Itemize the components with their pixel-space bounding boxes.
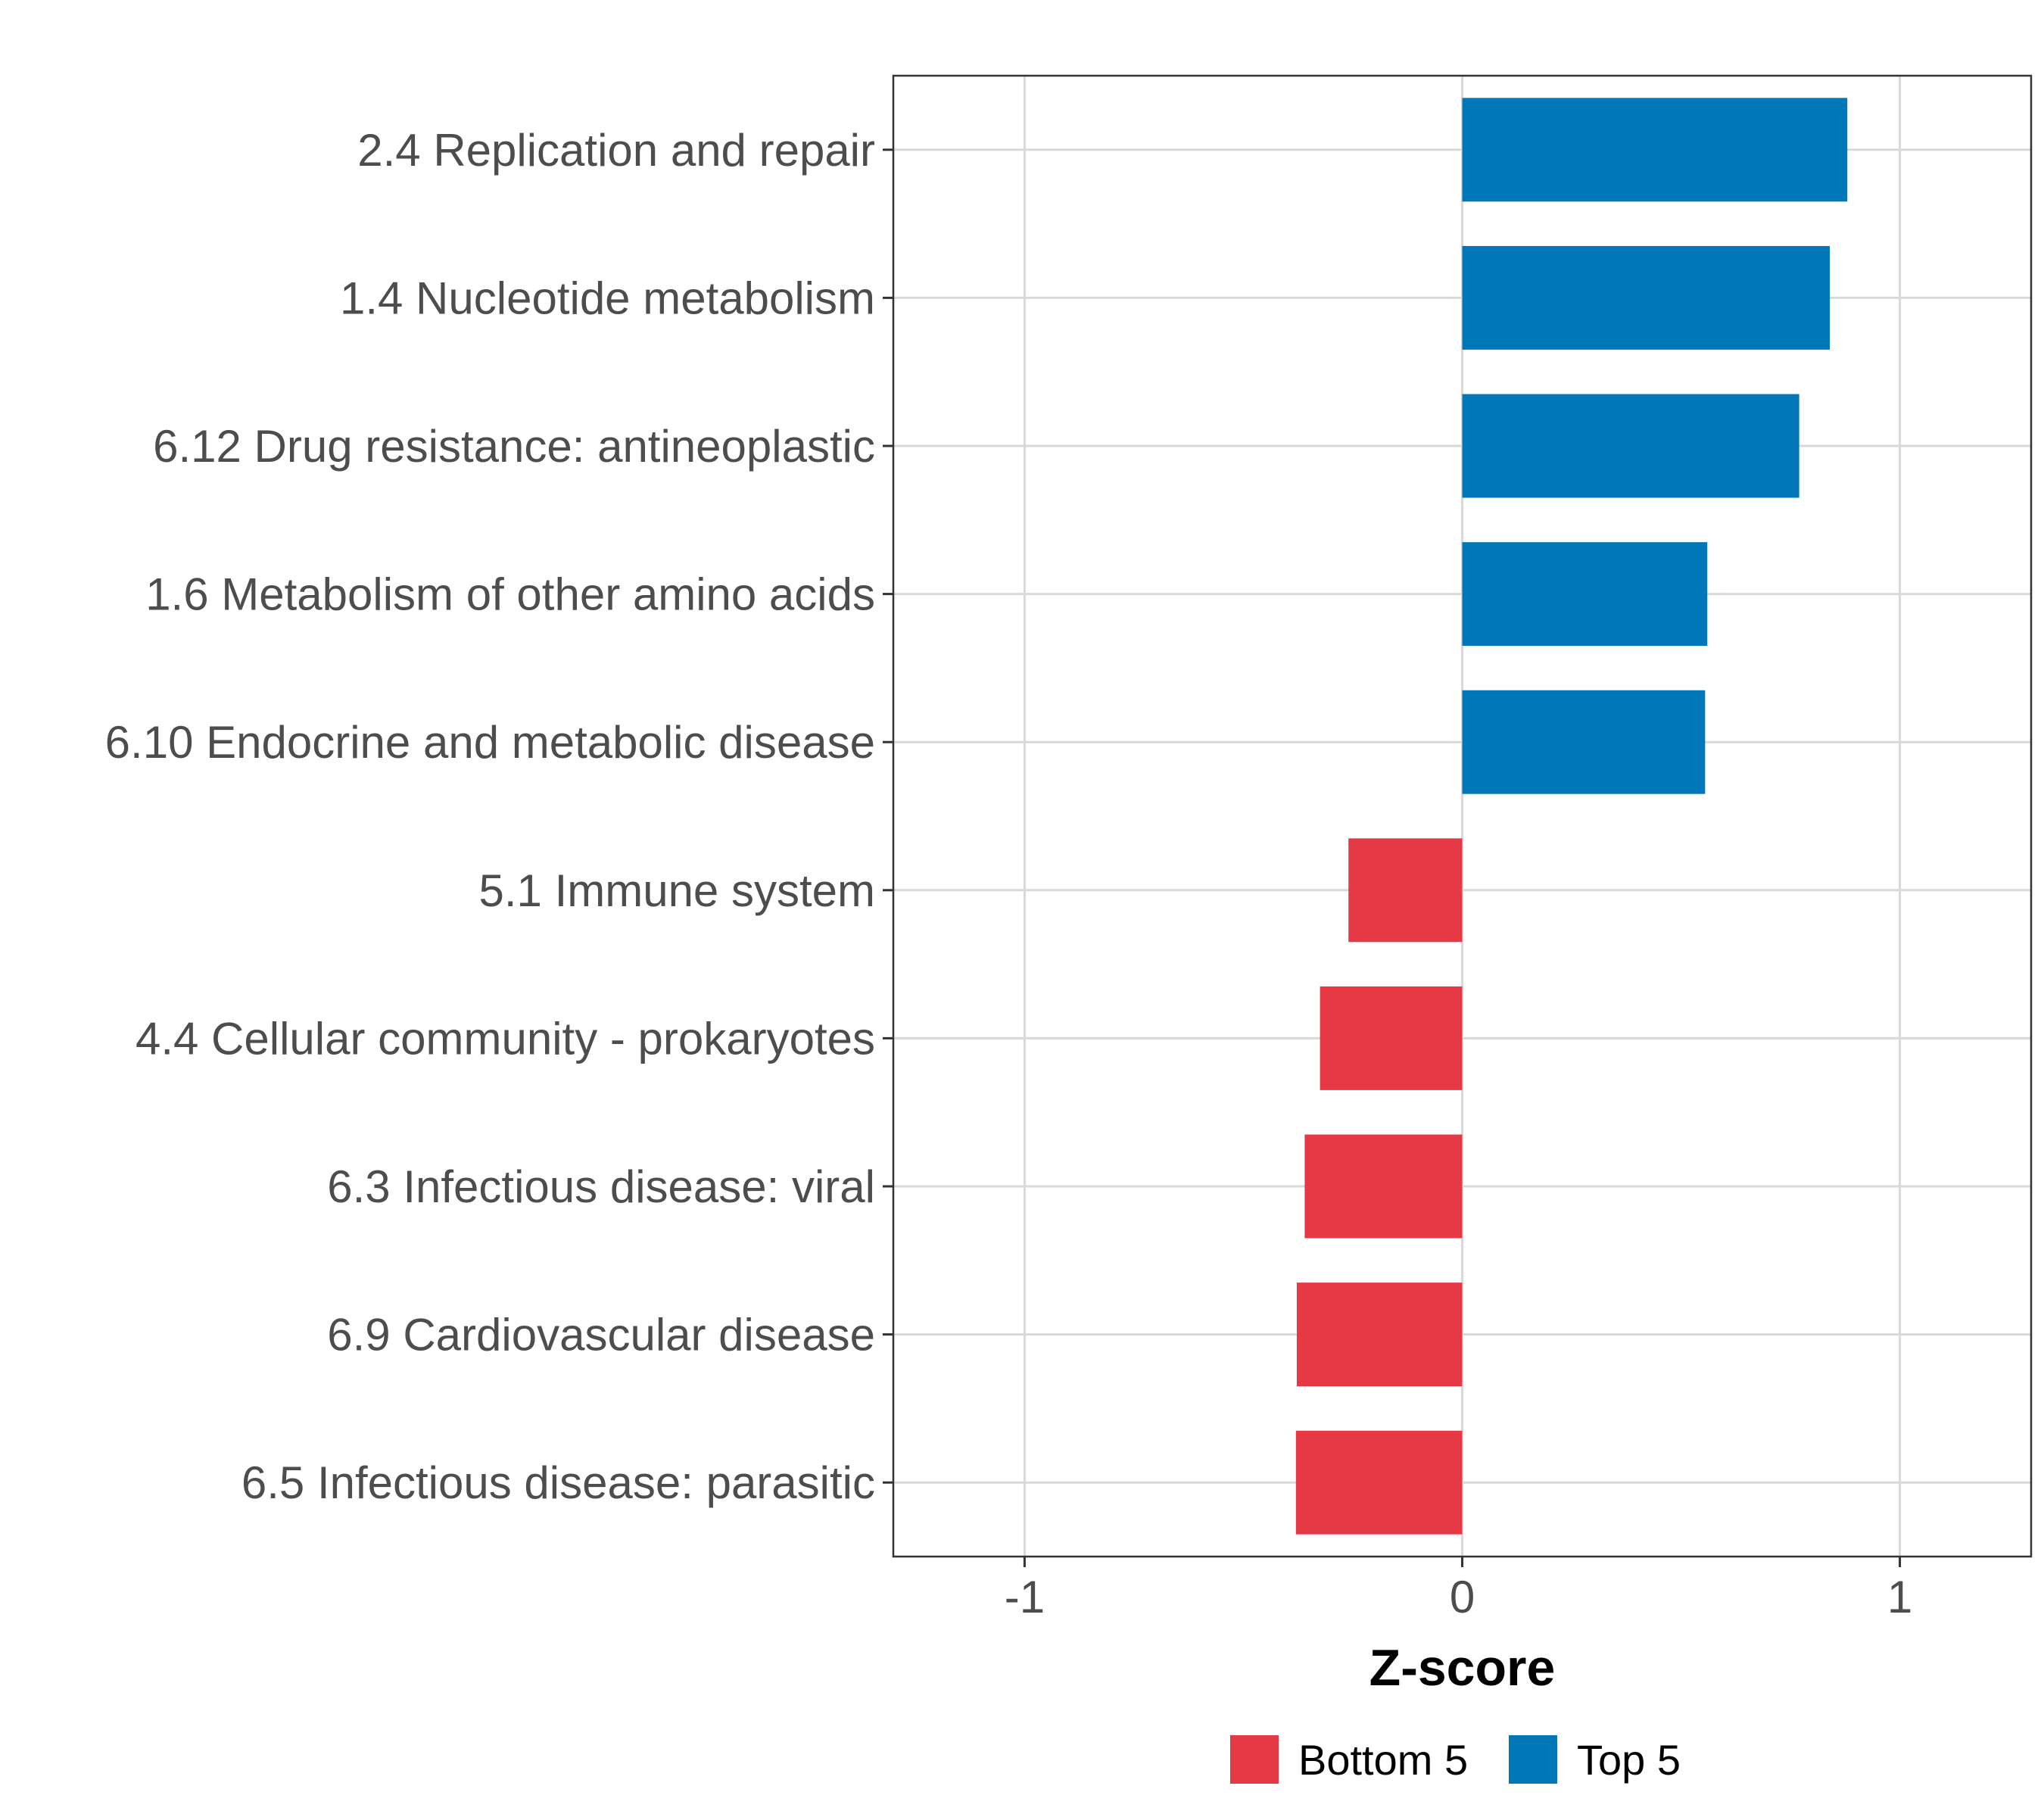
bar-10 <box>1295 1430 1463 1535</box>
bar-9 <box>1296 1282 1463 1387</box>
y-tick-label-4: 1.6 Metabolism of other amino acids <box>145 569 875 620</box>
bar-3 <box>1462 394 1799 498</box>
bar-5 <box>1462 690 1706 794</box>
y-tick-label-10: 6.5 Infectious disease: parasitic <box>241 1457 875 1508</box>
x-tick-label-0: -1 <box>1005 1572 1045 1622</box>
x-tick-label-2: 1 <box>1887 1572 1912 1622</box>
y-tick-label-1: 2.4 Replication and repair <box>357 125 875 176</box>
bar-7 <box>1320 986 1463 1090</box>
y-tick-label-6: 5.1 Immune system <box>478 865 875 916</box>
legend: Bottom 5 Top 5 <box>1230 1735 1681 1784</box>
legend-label-2: Top 5 <box>1577 1736 1681 1784</box>
y-tick-label-8: 6.3 Infectious disease: viral <box>327 1161 875 1212</box>
y-tick-label-3: 6.12 Drug resistance: antineoplastic <box>153 421 875 472</box>
bar-1 <box>1462 98 1848 202</box>
y-tick-label-2: 1.4 Nucleotide metabolism <box>340 273 875 323</box>
x-axis-title: Z-score <box>1369 1639 1556 1697</box>
bar-8 <box>1304 1134 1463 1239</box>
legend-swatch-1 <box>1230 1735 1279 1784</box>
x-axis: -1 0 1 <box>1005 1557 1912 1622</box>
bars <box>1295 98 1848 1535</box>
legend-swatch-2 <box>1509 1735 1557 1784</box>
x-tick-label-1: 0 <box>1450 1572 1475 1622</box>
bar-6 <box>1348 838 1463 943</box>
y-tick-label-9: 6.9 Cardiovascular disease <box>327 1310 875 1360</box>
y-tick-label-5: 6.10 Endocrine and metabolic disease <box>105 717 875 768</box>
y-axis: 2.4 Replication and repair 1.4 Nucleotide… <box>105 125 893 1508</box>
bar-4 <box>1462 542 1708 647</box>
bar-2 <box>1462 245 1831 350</box>
y-tick-label-7: 4.4 Cellular community - prokaryotes <box>136 1013 875 1064</box>
legend-label-1: Bottom 5 <box>1298 1736 1468 1784</box>
